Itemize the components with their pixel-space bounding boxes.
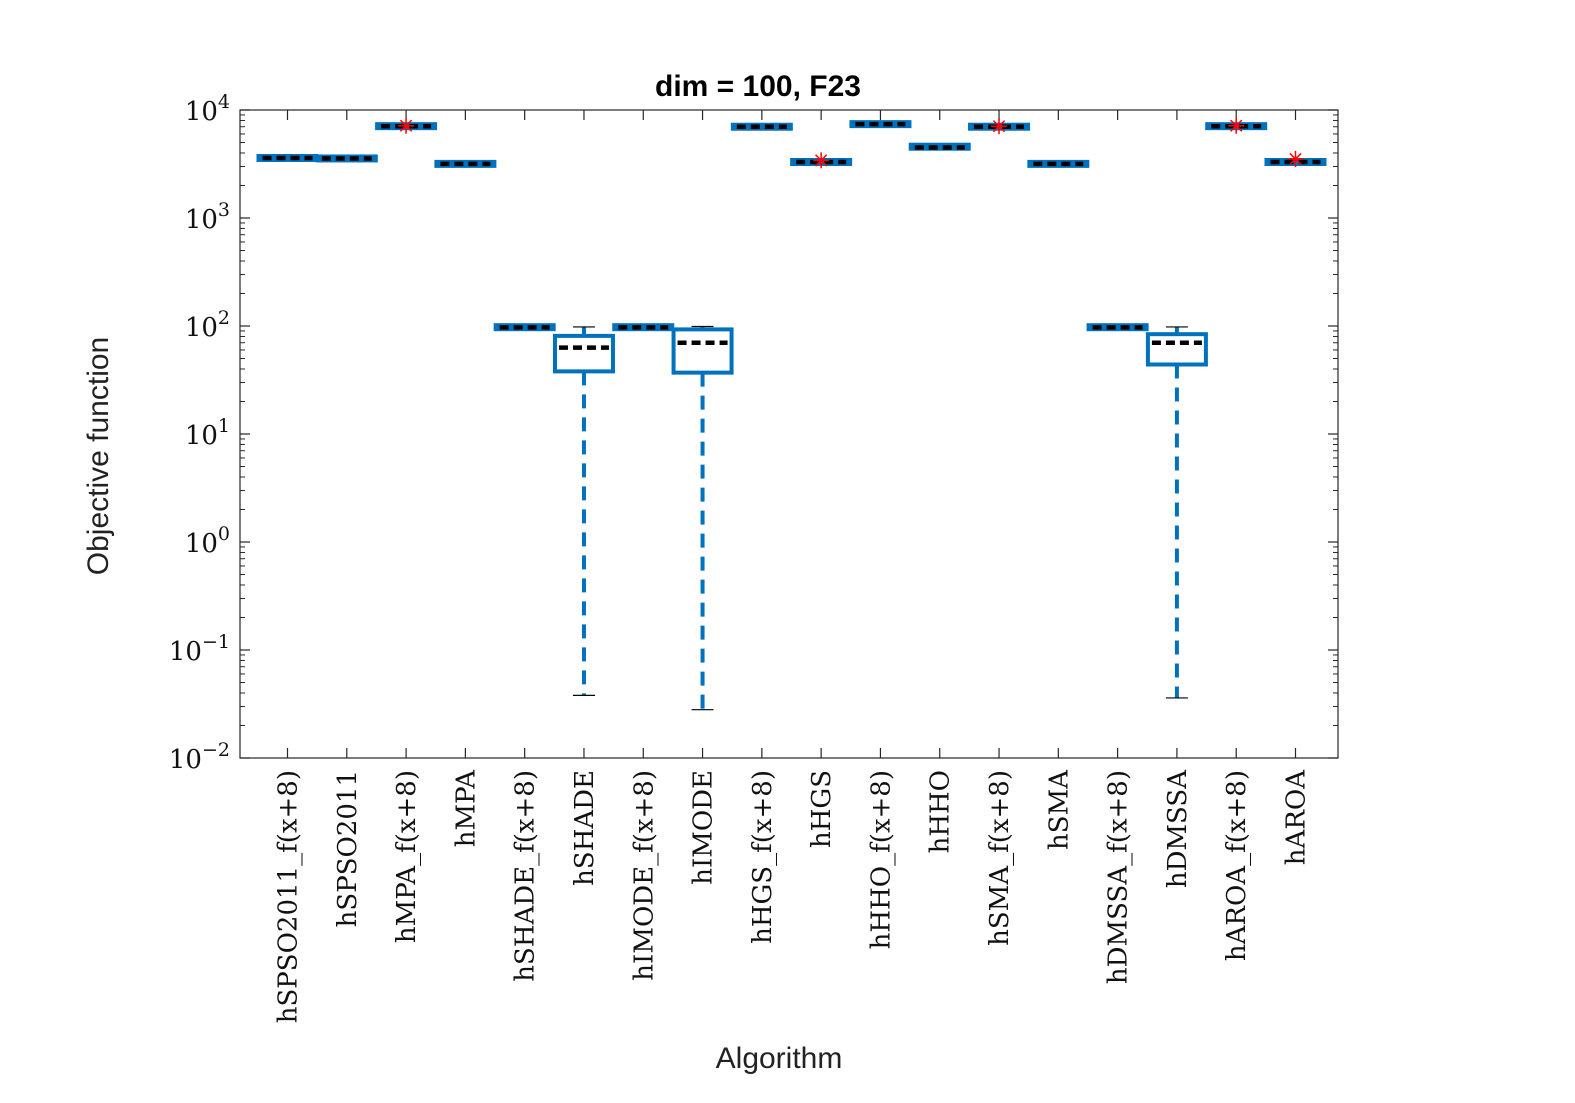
outlier-stroke: [1230, 119, 1243, 132]
box-group: [849, 120, 912, 129]
box: [434, 159, 497, 168]
box-group: [1086, 323, 1149, 332]
y-tick-label: 100: [185, 523, 230, 559]
box: [730, 122, 793, 131]
minor-ticks: [240, 114, 1338, 726]
box: [1145, 332, 1208, 367]
box: [908, 142, 971, 151]
y-tick-label: 104: [185, 91, 230, 127]
outlier-marker: [1228, 117, 1245, 134]
x-tick-label: hIMODE_f(x+8): [629, 770, 659, 981]
box: [671, 327, 734, 375]
box: [1086, 323, 1149, 332]
outlier-stroke: [992, 120, 1006, 133]
y-tick-label: 102: [185, 307, 230, 343]
box-group: [493, 323, 556, 332]
major-ticks: [240, 109, 1338, 759]
box-group: [434, 159, 497, 168]
box: [612, 323, 675, 332]
box-group: [552, 326, 615, 696]
outlier-stroke: [399, 119, 413, 132]
x-tick-label: hSMA: [1044, 769, 1074, 850]
outlier-marker: [991, 118, 1008, 135]
box-group: [256, 153, 319, 162]
y-tick-label: 103: [185, 199, 230, 235]
box: [552, 333, 615, 374]
box-group: [1145, 326, 1208, 699]
outlier-marker: [1287, 150, 1304, 167]
outlier-stroke: [815, 154, 828, 167]
x-tick-label: hHGS_f(x+8): [748, 770, 778, 944]
y-tick-label: 10−2: [169, 739, 230, 775]
x-tick-label: hSHADE_f(x+8): [511, 770, 541, 982]
x-tick-label: hAROA: [1282, 769, 1312, 865]
x-tick-label: hDMSSA_f(x+8): [1104, 770, 1134, 984]
box-group: [790, 152, 853, 169]
plot-frame: [239, 109, 1339, 759]
x-tick-labels: hSPSO2011_f(x+8) hSPSO2011 hMPA_f(x+8) hMPA…: [274, 769, 1312, 1023]
outlier-marker: [398, 117, 415, 134]
plot-area: [240, 110, 1338, 758]
x-tick-label: hSHADE: [570, 770, 600, 886]
x-tick-label: hIMODE: [689, 770, 719, 885]
box-group: [968, 118, 1031, 135]
x-tick-label: hAROA_f(x+8): [1222, 770, 1252, 961]
box-group: [908, 142, 971, 151]
box-group: [1205, 117, 1268, 134]
x-tick-label: hSPSO2011_f(x+8): [274, 770, 304, 1023]
x-tick-label: hSMA_f(x+8): [985, 770, 1015, 946]
x-tick-label: hMPA: [451, 769, 481, 847]
box-series: [256, 117, 1327, 711]
y-tick-label: 101: [185, 415, 230, 451]
box: [315, 154, 378, 163]
x-tick-label: hHHO: [926, 770, 956, 853]
y-axis-label: Objective function: [82, 337, 115, 575]
box-group: [1027, 159, 1090, 168]
outlier-stroke: [1289, 152, 1302, 166]
box-group: [1264, 150, 1327, 167]
box-group: [730, 122, 793, 131]
x-axis-label: Algorithm: [716, 1042, 843, 1075]
x-tick-label: hMPA_f(x+8): [392, 770, 422, 943]
box: [849, 120, 912, 129]
x-tick-label: hHHO_f(x+8): [866, 770, 896, 949]
box-group: [612, 323, 675, 332]
box: [493, 323, 556, 332]
chart-title: dim = 100, F23: [655, 70, 861, 103]
box-group: [315, 154, 378, 163]
x-tick-label: hSPSO2011: [333, 770, 363, 927]
box-group: [375, 117, 438, 134]
box-group: [671, 325, 734, 711]
box: [1027, 159, 1090, 168]
x-tick-label: hHGS: [807, 770, 837, 848]
y-tick-label: 10−1: [169, 631, 230, 667]
x-tick-label: hDMSSA: [1163, 769, 1193, 888]
y-tick-labels: 10−2 10−1 100 101 102 103 104: [169, 91, 230, 775]
outlier-marker: [813, 152, 830, 169]
